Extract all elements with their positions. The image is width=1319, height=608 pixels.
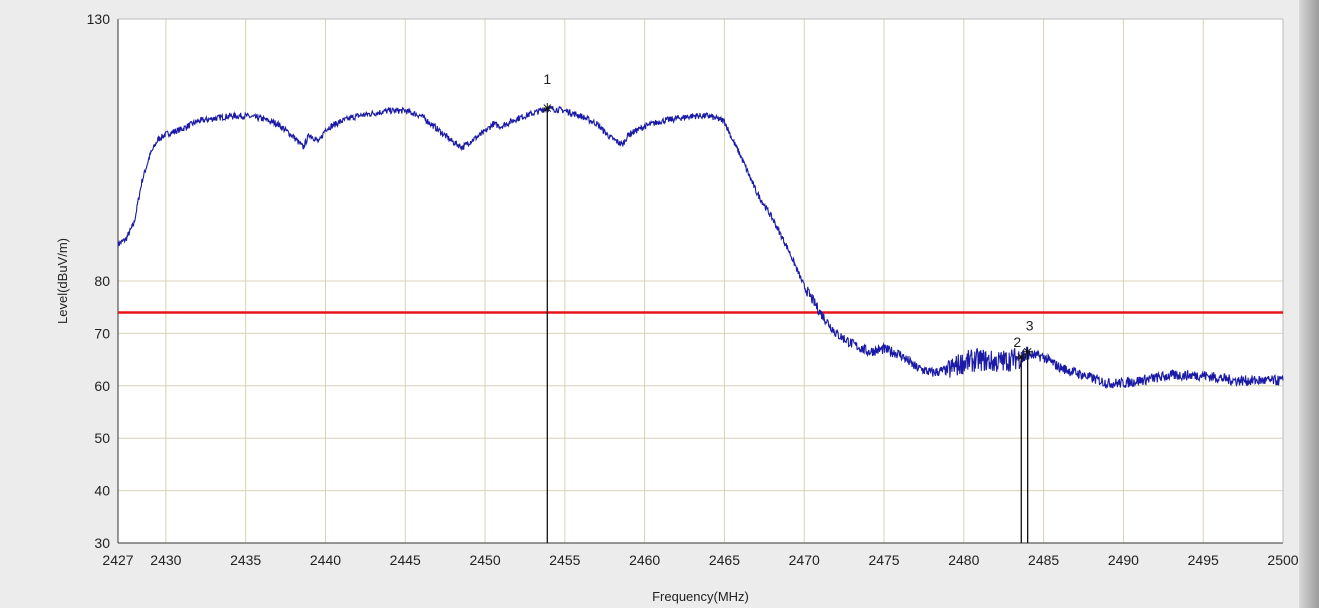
markers-group: 1 23	[542, 71, 1034, 543]
x-tick-label: 2470	[789, 552, 820, 568]
x-tick-label: 2495	[1188, 552, 1219, 568]
x-tick-label: 2485	[1028, 552, 1059, 568]
marker-star	[1017, 353, 1026, 361]
x-tick-label: 2500	[1267, 552, 1298, 568]
x-tick-label: 2450	[469, 552, 500, 568]
y-tick-label: 40	[94, 483, 110, 499]
marker-label: 2	[1013, 334, 1021, 350]
y-axis-title: Level(dBuV/m)	[55, 238, 70, 324]
y-tick-label: 50	[94, 430, 110, 446]
tick-labels: 2427 2430 2435 2440 2445 2450 2455 2460 2465 2470…	[87, 11, 1299, 568]
y-tick-label: 130	[87, 11, 111, 27]
x-tick-label: 2435	[230, 552, 261, 568]
marker-label: 3	[1026, 318, 1034, 334]
x-axis-title: Frequency(MHz)	[652, 589, 749, 604]
x-tick-label: 2465	[709, 552, 740, 568]
x-tick-label: 2460	[629, 552, 660, 568]
x-tick-label: 2440	[310, 552, 341, 568]
y-tick-label: 70	[94, 325, 110, 341]
axes	[117, 18, 1284, 544]
marker-star	[543, 104, 552, 112]
spectrum-trace	[117, 105, 1284, 390]
window-edge	[1299, 0, 1319, 608]
x-tick-label: 2480	[948, 552, 979, 568]
x-tick-label: 2430	[150, 552, 181, 568]
x-tick-label: 2475	[868, 552, 899, 568]
y-tick-label: 30	[94, 535, 110, 551]
y-tick-label: 80	[94, 273, 110, 289]
trace-group	[117, 105, 1284, 390]
marker-star	[1023, 347, 1032, 356]
x-tick-label: 2445	[390, 552, 421, 568]
x-tick-label: 2455	[549, 552, 580, 568]
grid-lines	[118, 19, 1283, 543]
y-tick-label: 60	[94, 378, 110, 394]
marker-label: 1	[543, 71, 551, 87]
x-tick-label: 2490	[1108, 552, 1139, 568]
x-tick-label: 2427	[102, 552, 133, 568]
